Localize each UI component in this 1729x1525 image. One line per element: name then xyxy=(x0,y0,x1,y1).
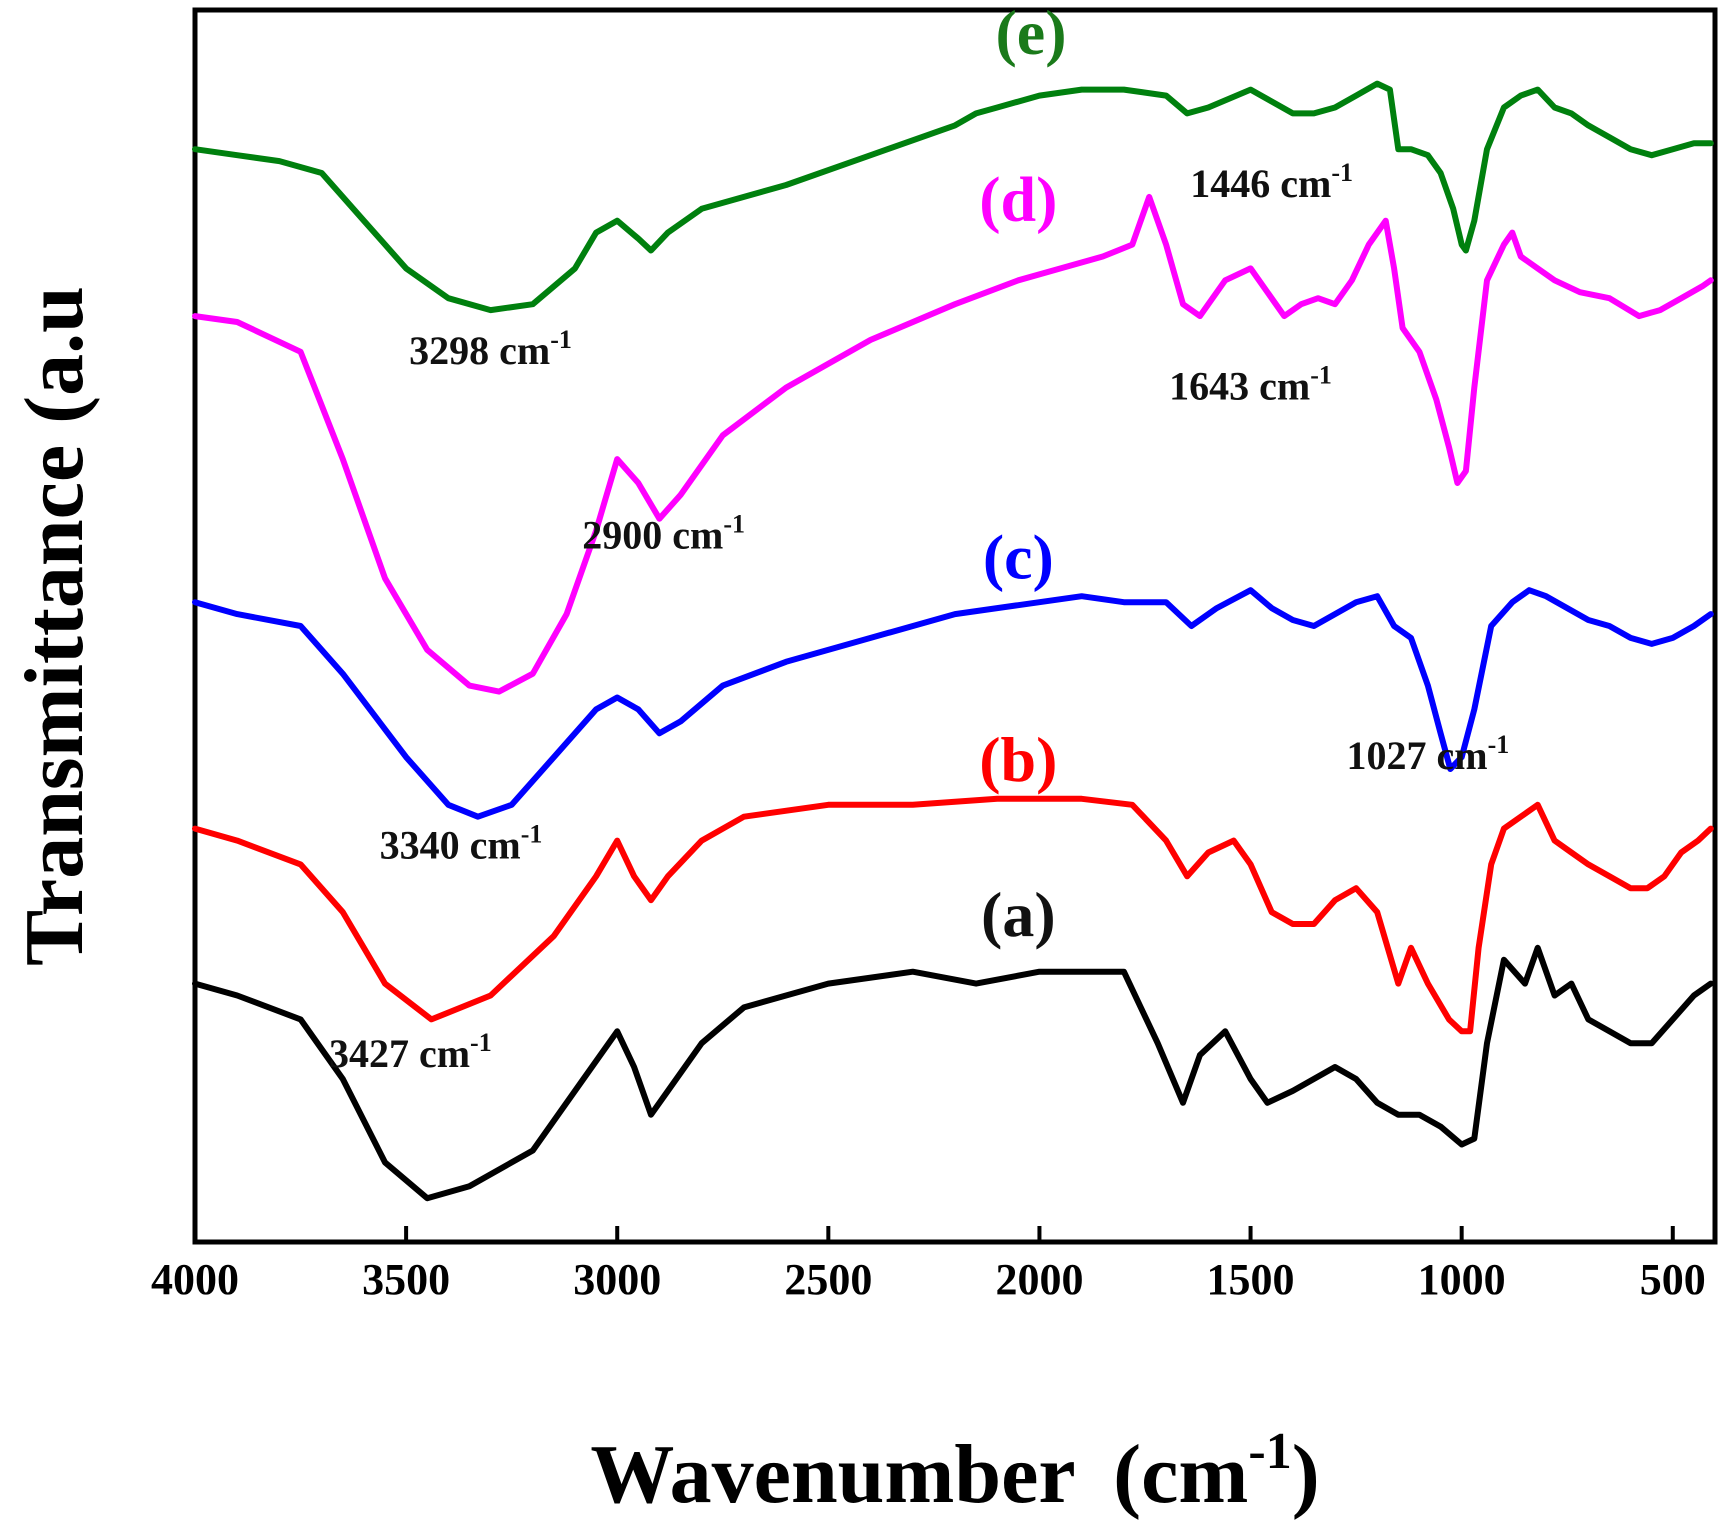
series-line-b xyxy=(192,795,1714,1035)
peak-annotations: 3298 cm-1 1446 cm-1 1643 cm-1 2900 cm-1 1027… xyxy=(329,158,1509,1076)
x-tick-label: 3500 xyxy=(362,1255,450,1304)
series-line-c xyxy=(192,587,1714,820)
series-line-d xyxy=(192,193,1714,695)
x-tick-label: 1500 xyxy=(1207,1255,1295,1304)
peak-annotation: 2900 cm-1 xyxy=(582,510,745,558)
x-axis-label: Wavenumber xyxy=(590,1428,1074,1521)
x-axis-unit-close: ) xyxy=(1292,1428,1320,1521)
series-line-a xyxy=(192,944,1714,1202)
peak-annotation: 1446 cm-1 xyxy=(1190,158,1353,206)
series-line-e xyxy=(192,80,1714,314)
x-ticks: 4000 3500 3000 2500 2000 1500 1000 500 xyxy=(151,1226,1706,1304)
peak-annotation: 3340 cm-1 xyxy=(380,819,543,867)
series-label-d: (d) xyxy=(979,164,1057,235)
x-axis-unit-sup: -1 xyxy=(1248,1423,1291,1480)
peak-annotation: 3427 cm-1 xyxy=(329,1028,492,1076)
series-layer xyxy=(192,80,1714,1202)
series-label-e: (e) xyxy=(995,0,1066,68)
x-tick-label: 1000 xyxy=(1418,1255,1506,1304)
peak-annotation: 1027 cm-1 xyxy=(1347,730,1510,778)
series-label-c: (c) xyxy=(983,521,1054,592)
series-labels: (e) (d) (c) (b) (a) xyxy=(979,0,1066,950)
x-tick-label: 3000 xyxy=(573,1255,661,1304)
peak-annotation: 1643 cm-1 xyxy=(1169,361,1332,409)
x-tick-label: 4000 xyxy=(151,1255,239,1304)
x-tick-label: 2500 xyxy=(784,1255,872,1304)
peak-annotation: 3298 cm-1 xyxy=(409,325,572,373)
y-axis-title: Transmittance (a.u xyxy=(8,286,101,966)
series-label-a: (a) xyxy=(981,879,1056,950)
x-tick-label: 2000 xyxy=(995,1255,1083,1304)
series-label-b: (b) xyxy=(979,724,1057,795)
x-axis-unit-open: (cm xyxy=(1113,1428,1248,1521)
x-tick-label: 500 xyxy=(1640,1255,1706,1304)
x-axis-title: Wavenumber (cm-1) xyxy=(590,1423,1319,1521)
plot-frame xyxy=(192,7,1718,1245)
